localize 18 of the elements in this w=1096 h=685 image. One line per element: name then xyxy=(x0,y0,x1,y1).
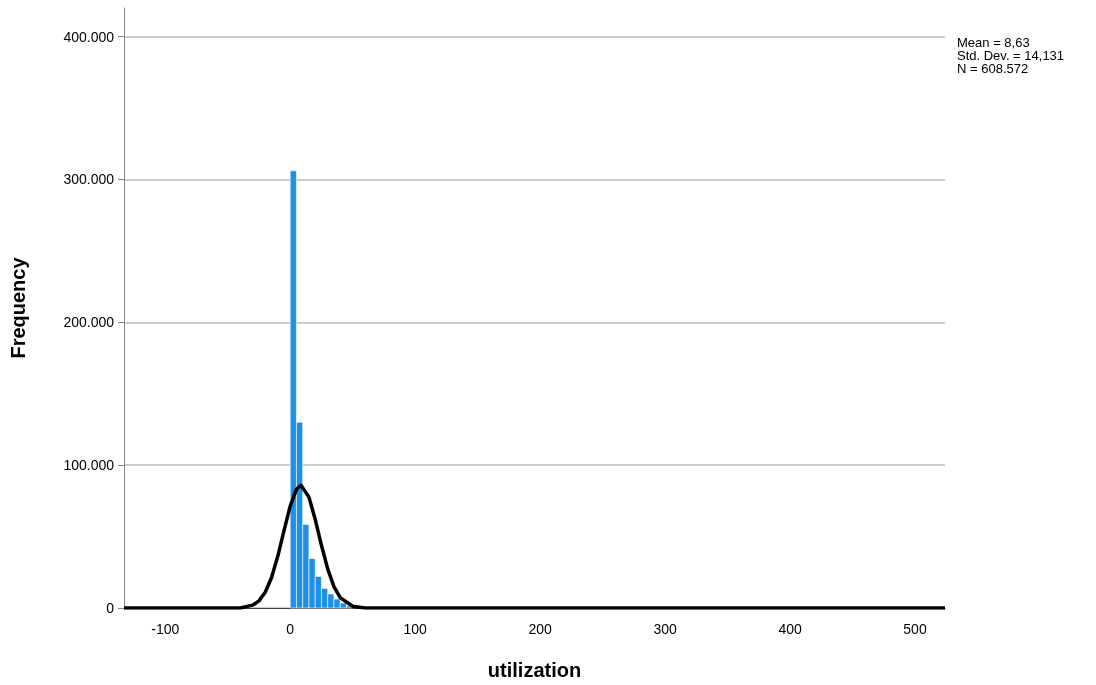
x-tick-label: 200 xyxy=(528,621,553,637)
x-tick-label: 400 xyxy=(778,621,802,637)
x-tick-label: 300 xyxy=(653,621,677,637)
y-tick-label: 0 xyxy=(106,600,115,616)
x-axis-title: utilization xyxy=(487,659,582,681)
text: Std. Dev. = 14,131 xyxy=(957,48,1065,63)
text: Mean = 8,63 xyxy=(957,35,1030,50)
x-tick-label: -100 xyxy=(151,621,180,637)
y-axis-title: Frequency xyxy=(7,256,29,359)
text: N = 608.572 xyxy=(957,61,1029,76)
x-tick-label: 500 xyxy=(903,621,927,637)
line-series xyxy=(122,483,947,610)
x-tick-label: 100 xyxy=(403,621,428,637)
x-tick-label: 0 xyxy=(286,621,295,637)
y-tick-label: 400.000 xyxy=(63,28,115,45)
y-tick-label: 200.000 xyxy=(63,314,115,331)
y-tick-label: 100.000 xyxy=(63,457,115,474)
y-tick-label: 300.000 xyxy=(63,171,115,188)
